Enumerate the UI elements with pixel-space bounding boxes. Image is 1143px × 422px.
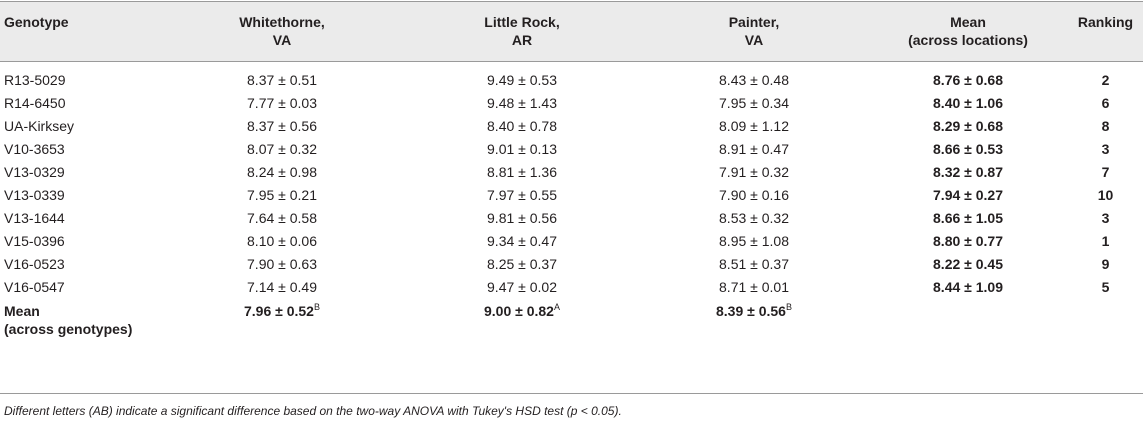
- ranking-cell: 6: [1101, 95, 1110, 111]
- ranking-cell: 7: [1101, 164, 1110, 180]
- significance-letter: B: [313, 302, 320, 312]
- table-row: V13-0339 7.95 ± 0.21 7.97 ± 0.55 7.90 ± …: [0, 184, 1143, 207]
- mean-cell: 8.32 ± 0.87: [933, 164, 1003, 180]
- header-ranking: Ranking: [1068, 1, 1143, 62]
- mean-cell: 8.80 ± 0.77: [933, 233, 1003, 249]
- table-row: R14-6450 7.77 ± 0.03 9.48 ± 1.43 7.95 ± …: [0, 92, 1143, 115]
- little-rock-cell: 9.47 ± 0.02: [487, 279, 557, 295]
- little-rock-cell: 9.01 ± 0.13: [487, 141, 557, 157]
- whitethorne-cell: 8.07 ± 0.32: [247, 141, 317, 157]
- ranking-cell: 1: [1101, 233, 1110, 249]
- ranking-cell: 10: [1097, 187, 1114, 203]
- ranking-cell: 3: [1101, 141, 1110, 157]
- header-painter: Painter, VA: [640, 1, 868, 62]
- painter-cell: 8.43 ± 0.48: [719, 72, 789, 88]
- genotype-cell: V16-0547: [4, 279, 65, 295]
- whitethorne-cell: 7.64 ± 0.58: [247, 210, 317, 226]
- mean-cell: 8.76 ± 0.68: [933, 72, 1003, 88]
- painter-cell: 7.91 ± 0.32: [719, 164, 789, 180]
- table-row: R13-5029 8.37 ± 0.51 9.49 ± 0.53 8.43 ± …: [0, 62, 1143, 93]
- table-row: V13-1644 7.64 ± 0.58 9.81 ± 0.56 8.53 ± …: [0, 207, 1143, 230]
- painter-cell: 8.09 ± 1.12: [719, 118, 789, 134]
- little-rock-cell: 9.48 ± 1.43: [487, 95, 557, 111]
- ranking-cell: 9: [1101, 256, 1110, 272]
- little-rock-cell: 7.97 ± 0.55: [487, 187, 557, 203]
- whitethorne-cell: 7.14 ± 0.49: [247, 279, 317, 295]
- whitethorne-cell: 7.95 ± 0.21: [247, 187, 317, 203]
- mean-cell: 8.29 ± 0.68: [933, 118, 1003, 134]
- ranking-cell: 3: [1101, 210, 1110, 226]
- empty-cell: [1068, 299, 1143, 344]
- header-genotype: Genotype: [0, 1, 160, 62]
- little-rock-cell: 8.81 ± 1.36: [487, 164, 557, 180]
- table-row: V16-0547 7.14 ± 0.49 9.47 ± 0.02 8.71 ± …: [0, 276, 1143, 299]
- painter-cell: 8.51 ± 0.37: [719, 256, 789, 272]
- genotype-cell: UA-Kirksey: [4, 118, 75, 134]
- ranking-cell: 5: [1101, 279, 1110, 295]
- header-whitethorne: Whitethorne, VA: [160, 1, 404, 62]
- significance-letter: B: [785, 302, 792, 312]
- whitethorne-cell: 8.37 ± 0.51: [247, 72, 317, 88]
- mean-cell: 8.44 ± 1.09: [933, 279, 1003, 295]
- little-rock-cell: 8.25 ± 0.37: [487, 256, 557, 272]
- painter-cell: 8.53 ± 0.32: [719, 210, 789, 226]
- genotype-cell: V15-0396: [4, 233, 65, 249]
- whitethorne-cell: 8.24 ± 0.98: [247, 164, 317, 180]
- little-rock-mean-cell: 9.00 ± 0.82A: [484, 302, 560, 320]
- genotype-cell: R14-6450: [4, 95, 66, 111]
- whitethorne-cell: 7.90 ± 0.63: [247, 256, 317, 272]
- genotype-cell: V13-0339: [4, 187, 65, 203]
- ranking-cell: 2: [1101, 72, 1110, 88]
- table-row: V10-3653 8.07 ± 0.32 9.01 ± 0.13 8.91 ± …: [0, 138, 1143, 161]
- empty-cell: [868, 299, 1068, 344]
- table-row: V15-0396 8.10 ± 0.06 9.34 ± 0.47 8.95 ± …: [0, 230, 1143, 253]
- table-footnote: Different letters (AB) indicate a signif…: [4, 404, 622, 418]
- data-table: Genotype Whitethorne, VA Little Rock, AR P…: [0, 1, 1143, 344]
- painter-cell: 7.95 ± 0.34: [719, 95, 789, 111]
- mean-cell: 8.22 ± 0.45: [933, 256, 1003, 272]
- genotype-cell: R13-5029: [4, 72, 66, 88]
- painter-cell: 7.90 ± 0.16: [719, 187, 789, 203]
- mean-cell: 8.66 ± 1.05: [933, 210, 1003, 226]
- mean-across-genotypes-row: Mean (across genotypes) 7.96 ± 0.52B 9.00…: [0, 299, 1143, 344]
- little-rock-cell: 8.40 ± 0.78: [487, 118, 557, 134]
- whitethorne-mean-cell: 7.96 ± 0.52B: [244, 302, 320, 320]
- little-rock-cell: 9.49 ± 0.53: [487, 72, 557, 88]
- painter-cell: 8.71 ± 0.01: [719, 279, 789, 295]
- painter-cell: 8.95 ± 1.08: [719, 233, 789, 249]
- ranking-cell: 8: [1101, 118, 1110, 134]
- header-row: Genotype Whitethorne, VA Little Rock, AR P…: [0, 1, 1143, 62]
- table-bottom-rule: [0, 393, 1143, 394]
- mean-row-label: Mean (across genotypes): [4, 303, 133, 337]
- whitethorne-cell: 8.37 ± 0.56: [247, 118, 317, 134]
- significance-letter: A: [553, 302, 560, 312]
- genotype-cell: V10-3653: [4, 141, 65, 157]
- table-row: V16-0523 7.90 ± 0.63 8.25 ± 0.37 8.51 ± …: [0, 253, 1143, 276]
- whitethorne-cell: 7.77 ± 0.03: [247, 95, 317, 111]
- mean-cell: 8.40 ± 1.06: [933, 95, 1003, 111]
- mean-cell: 8.66 ± 0.53: [933, 141, 1003, 157]
- genotype-cell: V13-0329: [4, 164, 65, 180]
- genotype-cell: V13-1644: [4, 210, 65, 226]
- genotype-cell: V16-0523: [4, 256, 65, 272]
- little-rock-cell: 9.81 ± 0.56: [487, 210, 557, 226]
- table-row: UA-Kirksey 8.37 ± 0.56 8.40 ± 0.78 8.09 …: [0, 115, 1143, 138]
- table-row: V13-0329 8.24 ± 0.98 8.81 ± 1.36 7.91 ± …: [0, 161, 1143, 184]
- whitethorne-cell: 8.10 ± 0.06: [247, 233, 317, 249]
- little-rock-cell: 9.34 ± 0.47: [487, 233, 557, 249]
- painter-cell: 8.91 ± 0.47: [719, 141, 789, 157]
- header-mean-locations: Mean (across locations): [868, 1, 1068, 62]
- painter-mean-cell: 8.39 ± 0.56B: [716, 302, 792, 320]
- header-little-rock: Little Rock, AR: [404, 1, 640, 62]
- mean-cell: 7.94 ± 0.27: [933, 187, 1003, 203]
